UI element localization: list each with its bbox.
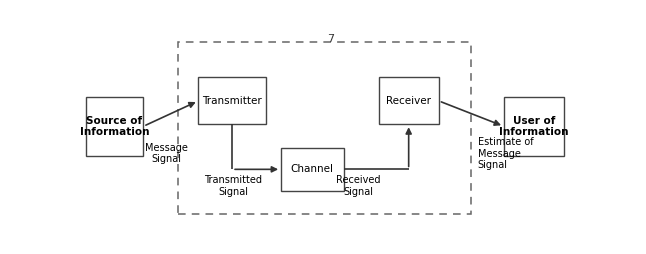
Text: Transmitted
Signal: Transmitted Signal [204, 175, 262, 197]
Text: Message
Signal: Message Signal [145, 143, 188, 165]
Text: 7: 7 [328, 34, 335, 44]
Bar [178, 42, 472, 214]
Bar [379, 77, 439, 124]
Text: Channel: Channel [291, 164, 334, 174]
Bar [198, 77, 266, 124]
Text: User of
Information: User of Information [499, 116, 568, 137]
Bar [504, 97, 564, 156]
Text: Estimate of
Message
Signal: Estimate of Message Signal [478, 137, 534, 170]
Text: Received
Signal: Received Signal [337, 175, 381, 197]
Bar [281, 148, 344, 191]
Text: Transmitter: Transmitter [202, 96, 262, 106]
Text: Source of
Information: Source of Information [80, 116, 149, 137]
Text: Receiver: Receiver [386, 96, 431, 106]
Bar [86, 97, 143, 156]
